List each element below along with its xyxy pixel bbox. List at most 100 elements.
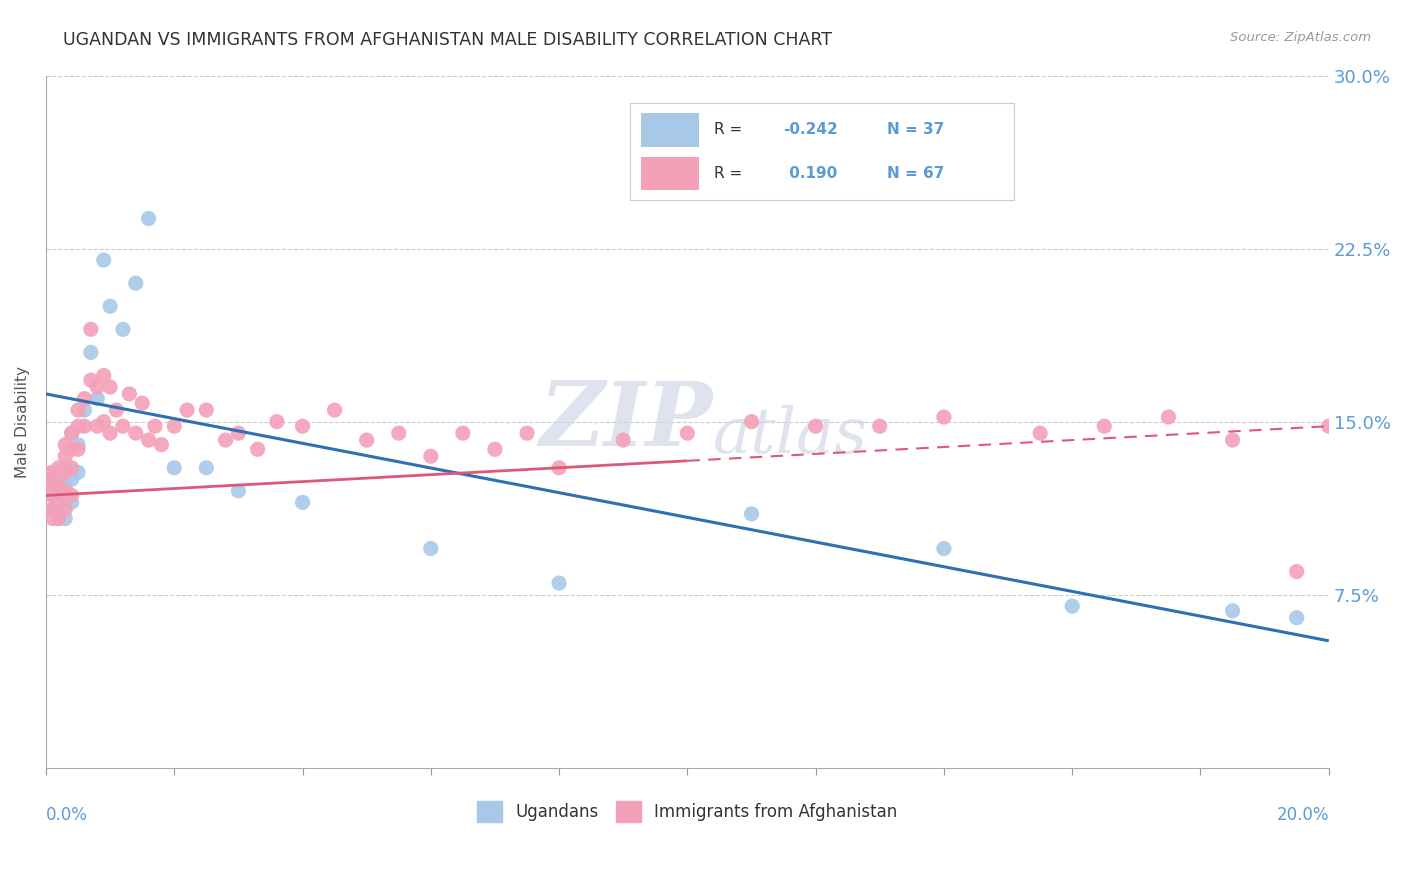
Point	[163, 419, 186, 434]
Point	[73, 403, 96, 417]
Point	[60, 426, 83, 441]
Point	[48, 460, 70, 475]
Point	[60, 495, 83, 509]
Point	[804, 419, 827, 434]
Point	[388, 426, 411, 441]
Y-axis label: Male Disability: Male Disability	[15, 366, 30, 477]
Point	[93, 368, 115, 383]
Point	[48, 511, 70, 525]
Point	[195, 403, 218, 417]
Point	[323, 403, 346, 417]
Point	[1062, 599, 1084, 614]
Text: 0.0%: 0.0%	[46, 805, 87, 824]
Point	[41, 488, 63, 502]
Point	[53, 438, 76, 452]
Point	[60, 488, 83, 502]
Point	[41, 476, 63, 491]
Point	[105, 403, 128, 417]
Point	[150, 438, 173, 452]
Point	[48, 495, 70, 509]
Point	[41, 476, 63, 491]
Point	[60, 472, 83, 486]
Point	[548, 460, 571, 475]
Point	[53, 460, 76, 475]
Point	[48, 472, 70, 486]
Point	[41, 488, 63, 502]
Point	[419, 541, 441, 556]
Point	[143, 419, 166, 434]
Point	[131, 396, 153, 410]
Point	[932, 409, 955, 424]
Point	[60, 460, 83, 475]
Point	[1285, 565, 1308, 579]
Point	[125, 276, 148, 290]
Point	[1317, 419, 1340, 434]
Point	[125, 426, 148, 441]
Point	[53, 466, 76, 480]
Point	[118, 387, 141, 401]
Point	[86, 380, 108, 394]
Point	[80, 373, 103, 387]
Point	[138, 211, 160, 226]
Point	[228, 426, 250, 441]
Point	[73, 392, 96, 406]
Point	[48, 495, 70, 509]
Point	[53, 479, 76, 493]
Point	[291, 495, 314, 509]
Point	[41, 502, 63, 516]
Point	[612, 433, 634, 447]
Text: ZIP: ZIP	[540, 378, 713, 465]
Point	[86, 392, 108, 406]
Point	[1029, 426, 1052, 441]
Point	[228, 483, 250, 498]
Point	[41, 466, 63, 480]
Point	[48, 507, 70, 521]
Point	[869, 419, 891, 434]
Point	[484, 442, 506, 457]
Point	[80, 345, 103, 359]
Point	[93, 253, 115, 268]
Point	[67, 438, 90, 452]
Point	[93, 415, 115, 429]
Point	[195, 460, 218, 475]
Point	[48, 483, 70, 498]
Point	[676, 426, 699, 441]
Point	[1285, 611, 1308, 625]
Point	[356, 433, 378, 447]
Point	[291, 419, 314, 434]
Point	[1222, 604, 1244, 618]
Point	[41, 466, 63, 480]
Point	[1157, 409, 1180, 424]
Point	[451, 426, 474, 441]
Point	[1092, 419, 1115, 434]
Point	[98, 299, 121, 313]
Point	[41, 511, 63, 525]
Point	[48, 479, 70, 493]
Point	[419, 449, 441, 463]
Point	[53, 511, 76, 525]
Point	[67, 442, 90, 457]
Point	[60, 442, 83, 457]
Point	[111, 322, 134, 336]
Point	[80, 322, 103, 336]
Point	[67, 403, 90, 417]
Point	[548, 576, 571, 591]
Point	[1222, 433, 1244, 447]
Point	[60, 426, 83, 441]
Point	[214, 433, 236, 447]
Point	[48, 511, 70, 525]
Point	[73, 419, 96, 434]
Point	[98, 380, 121, 394]
Point	[266, 415, 288, 429]
Point	[53, 502, 76, 516]
Text: UGANDAN VS IMMIGRANTS FROM AFGHANISTAN MALE DISABILITY CORRELATION CHART: UGANDAN VS IMMIGRANTS FROM AFGHANISTAN M…	[63, 31, 832, 49]
Text: 20.0%: 20.0%	[1277, 805, 1329, 824]
Point	[932, 541, 955, 556]
Legend: Ugandans, Immigrants from Afghanistan: Ugandans, Immigrants from Afghanistan	[478, 801, 897, 822]
Point	[67, 466, 90, 480]
Text: Source: ZipAtlas.com: Source: ZipAtlas.com	[1230, 31, 1371, 45]
Point	[741, 415, 763, 429]
Point	[98, 426, 121, 441]
Point	[163, 460, 186, 475]
Point	[86, 419, 108, 434]
